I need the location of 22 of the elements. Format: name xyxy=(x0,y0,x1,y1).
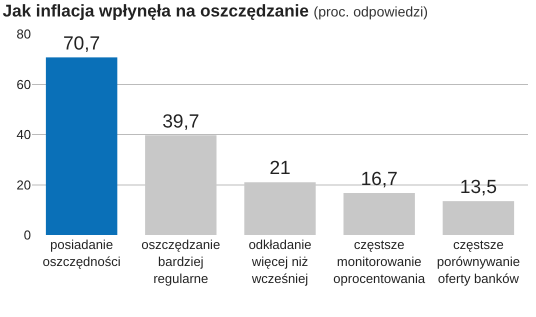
y-tick-label: 0 xyxy=(24,228,31,243)
data-label: 39,7 xyxy=(162,111,200,132)
x-tick-label: częstsze porównywanie oferty banków xyxy=(436,237,520,286)
bar xyxy=(442,201,514,235)
x-tick-label: posiadanie oszczędności xyxy=(42,237,121,269)
data-label: 16,7 xyxy=(360,169,398,190)
chart-title: Jak inflacja wpłynęła na oszczędzanie xyxy=(2,2,309,21)
bar xyxy=(343,193,415,235)
bar xyxy=(145,135,217,235)
x-tick-label: oszczędzanie bardziej regularne xyxy=(141,237,220,286)
x-tick-label: częstsze monitorowanie oprocentowania xyxy=(333,237,426,286)
bar xyxy=(244,182,316,235)
y-tick-label: 40 xyxy=(16,127,31,142)
data-label: 13,5 xyxy=(460,177,497,198)
x-tick-label: odkładanie więcej niż wcześniej xyxy=(248,237,312,286)
y-tick-label: 80 xyxy=(16,26,31,42)
data-label: 21 xyxy=(269,158,291,180)
bar xyxy=(46,57,118,235)
data-label: 70,7 xyxy=(63,33,100,54)
y-tick-label: 20 xyxy=(16,177,31,192)
chart-subtitle: (proc. odpowiedzi) xyxy=(314,4,428,20)
y-tick-label: 60 xyxy=(16,76,31,92)
